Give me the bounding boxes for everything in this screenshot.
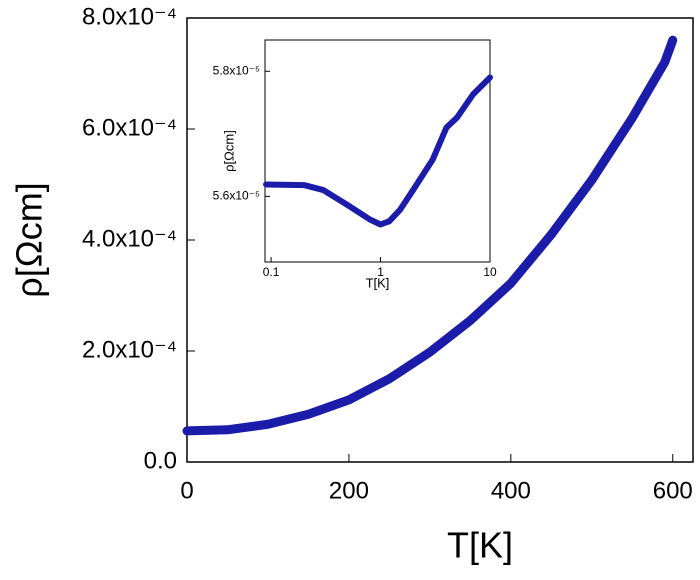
y-tick-label: 8.0x10⁻⁴: [82, 3, 177, 30]
y-tick-label: 0.0: [144, 447, 177, 474]
x-axis-label: T[K]: [366, 275, 390, 290]
x-tick-label: 0: [180, 477, 193, 504]
y-tick-label: 2.0x10⁻⁴: [82, 336, 177, 363]
y-tick-label: 5.8x10⁻⁵: [213, 63, 260, 77]
data-line: [263, 74, 493, 228]
x-tick-label: 0.1: [263, 265, 280, 279]
x-tick-label: 400: [491, 477, 531, 504]
x-tick-label: 1: [377, 265, 384, 279]
x-tick-label: 10: [483, 265, 497, 279]
data-line: [182, 35, 678, 436]
y-tick-label: 4.0x10⁻⁴: [82, 225, 177, 252]
y-axis-label: ρ[Ωcm]: [221, 130, 236, 172]
y-axis-label: ρ[Ωcm]: [9, 182, 50, 297]
x-tick-label: 200: [329, 477, 369, 504]
x-axis-label: T[K]: [447, 525, 513, 566]
plot-frame: [264, 39, 491, 263]
y-tick-label: 5.6x10⁻⁵: [213, 189, 260, 203]
x-tick-label: 600: [653, 477, 693, 504]
y-tick-label: 6.0x10⁻⁴: [82, 114, 177, 141]
